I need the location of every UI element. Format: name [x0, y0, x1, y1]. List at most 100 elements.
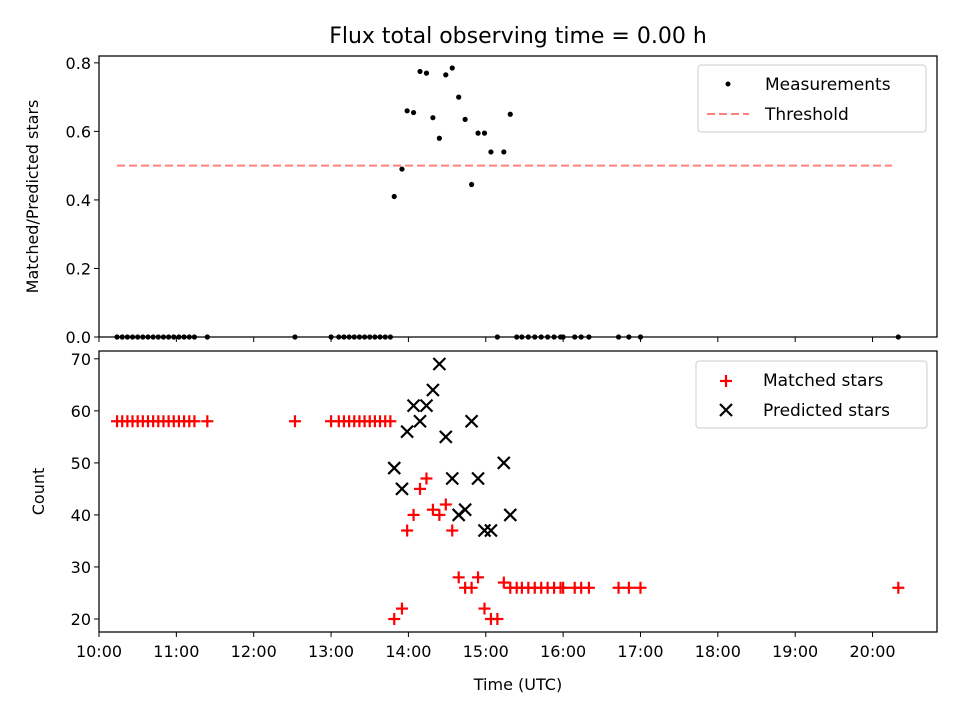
x-tick-label: 10:00 — [76, 642, 122, 661]
matched-star-marker — [472, 571, 485, 584]
measurement-point — [456, 94, 462, 100]
measurement-point — [475, 130, 481, 136]
matched-star-marker — [414, 482, 427, 495]
measurement-point — [488, 149, 494, 155]
measurement-point — [449, 65, 455, 71]
top-legend: Measurements Threshold — [697, 64, 927, 133]
bottom-x-ticks: 10:00 11:00 12:00 13:00 14:00 15:00 16:00 17:00… — [76, 632, 896, 661]
measurement-point — [443, 72, 449, 78]
matched-star-marker — [622, 581, 635, 594]
bottom-y-tick-label: 40 — [71, 506, 91, 525]
x-tick-label: 18:00 — [695, 642, 741, 661]
bottom-y-tick-label: 70 — [71, 350, 91, 369]
legend-predicted-marker — [719, 403, 733, 417]
top-panel: 0.00.20.40.60.8 Matched/Predicted stars … — [23, 54, 938, 347]
chart-title: Flux total observing time = 0.00 h — [329, 24, 707, 49]
top-y-tick-label: 0.2 — [66, 259, 91, 278]
measurement-point — [436, 135, 442, 141]
predicted-star-marker — [464, 414, 479, 429]
matched-star-marker — [892, 581, 905, 594]
predicted-star-marker — [439, 430, 453, 444]
matched-star-marker — [388, 612, 401, 625]
matched-star-marker — [433, 508, 446, 521]
top-y-axis-label: Matched/Predicted stars — [23, 100, 42, 294]
matched-star-marker — [612, 581, 625, 594]
bottom-plot-frame — [98, 350, 938, 633]
bottom-panel: 20 30 40 50 60 70 10:00 11:00 12:00 13:00 14:00 15… — [29, 350, 938, 694]
measurement-point — [507, 111, 513, 117]
matched-star-marker — [465, 581, 478, 594]
matched-star-marker — [188, 415, 201, 428]
top-y-tick-label: 0.0 — [66, 328, 91, 347]
x-tick-label: 17:00 — [617, 642, 663, 661]
matched-star-marker — [557, 581, 570, 594]
x-tick-label: 12:00 — [231, 642, 277, 661]
matched-star-marker — [439, 498, 452, 511]
bottom-legend: Matched stars Predicted stars — [695, 360, 928, 429]
predicted-star-marker — [413, 414, 427, 429]
x-tick-label: 15:00 — [463, 642, 509, 661]
x-tick-label: 11:00 — [153, 642, 199, 661]
legend-matched-marker — [720, 375, 732, 387]
predicted-star-marker — [484, 523, 498, 538]
predicted-star-marker — [497, 456, 511, 470]
predicted-star-marker — [406, 398, 421, 413]
matched-star-marker — [491, 612, 504, 625]
x-tick-label: 14:00 — [385, 642, 431, 661]
measurement-point — [391, 193, 397, 200]
measurement-point — [417, 68, 423, 75]
bottom-legend-box — [695, 360, 928, 429]
top-y-tick-label: 0.4 — [66, 191, 91, 210]
x-tick-label: 19:00 — [772, 642, 818, 661]
matched-star-marker — [395, 602, 408, 615]
measurement-point — [404, 108, 410, 114]
predicted-star-marker — [503, 508, 518, 522]
measurement-points — [114, 65, 901, 340]
bottom-y-axis-label: Count — [29, 468, 48, 516]
matched-star-marker — [401, 524, 414, 537]
x-tick-label: 16:00 — [540, 642, 586, 661]
measurement-point — [462, 116, 468, 122]
matched-star-marker — [201, 415, 214, 428]
matched-star-marker — [384, 415, 397, 428]
top-plot-frame — [98, 55, 938, 338]
matched-star-marker — [478, 602, 491, 615]
matched-star-marker — [288, 415, 301, 428]
top-legend-box — [697, 64, 927, 133]
predicted-star-marker — [426, 383, 440, 397]
legend-measurements-marker — [725, 81, 731, 87]
measurement-point — [481, 130, 488, 136]
legend-predicted-label: Predicted stars — [763, 401, 890, 421]
matched-star-marker — [426, 503, 439, 516]
predicted-star-marker — [445, 471, 460, 486]
measurement-point — [501, 149, 507, 155]
x-tick-label: 13:00 — [308, 642, 354, 661]
measurement-point — [468, 181, 475, 188]
bottom-y-ticks: 20 30 40 50 60 70 — [71, 350, 99, 629]
predicted-star-marker — [395, 482, 409, 496]
matched-star-marker — [582, 581, 595, 594]
bottom-y-tick-label: 20 — [71, 610, 91, 629]
predicted-star-marker — [458, 502, 472, 517]
matched-star-marker — [407, 508, 420, 521]
legend-matched-label: Matched stars — [763, 371, 883, 391]
matched-star-marker — [497, 576, 510, 589]
measurement-point — [399, 166, 405, 172]
predicted-stars-points — [387, 357, 518, 538]
predicted-star-marker — [400, 424, 414, 439]
matched-star-marker — [634, 581, 647, 594]
matched-star-marker — [420, 472, 433, 485]
predicted-star-marker — [471, 471, 485, 486]
top-y-tick-label: 0.6 — [66, 122, 91, 141]
predicted-star-marker — [432, 357, 447, 371]
matched-star-marker — [446, 524, 459, 537]
legend-threshold-label: Threshold — [764, 105, 849, 125]
matched-star-marker — [452, 571, 465, 584]
bottom-y-tick-label: 60 — [71, 402, 91, 421]
measurement-point — [410, 109, 417, 116]
bottom-y-tick-label: 30 — [71, 558, 91, 577]
measurement-point — [430, 115, 436, 121]
top-y-tick-label: 0.8 — [66, 54, 91, 73]
predicted-star-marker — [387, 461, 402, 475]
